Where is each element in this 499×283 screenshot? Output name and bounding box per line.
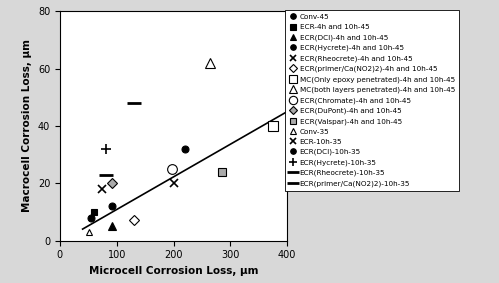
Y-axis label: Macrocell Corrosion Loss, μm: Macrocell Corrosion Loss, μm [22, 39, 32, 213]
X-axis label: Microcell Corrosion Loss, μm: Microcell Corrosion Loss, μm [89, 266, 258, 276]
Legend: Conv-45, ECR-4h and 10h-45, ECR(DCI)-4h and 10h-45, ECR(Hycrete)-4h and 10h-45, : Conv-45, ECR-4h and 10h-45, ECR(DCI)-4h … [285, 10, 459, 190]
